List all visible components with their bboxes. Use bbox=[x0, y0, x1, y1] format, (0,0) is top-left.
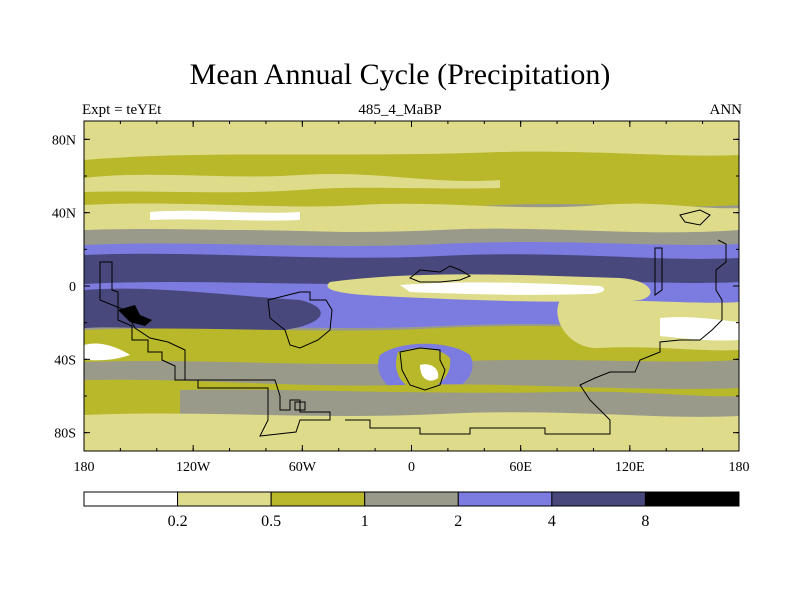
field-south-grey-tongue bbox=[180, 389, 739, 422]
field-band-40n-white bbox=[150, 210, 300, 221]
y-tick-label: 40N bbox=[52, 207, 76, 222]
x-tick-label: 0 bbox=[408, 460, 415, 475]
colorbar-label: 8 bbox=[641, 513, 649, 530]
colorbar-swatch bbox=[644, 491, 740, 507]
outline-south-continent bbox=[399, 347, 446, 391]
x-tick-label: 180 bbox=[74, 460, 95, 475]
colorbar: 0.2 0.5 1 2 4 8 bbox=[83, 491, 740, 530]
field-band-40n-light bbox=[84, 203, 739, 233]
x-tick-label: 180 bbox=[729, 460, 750, 475]
colorbar-label: 4 bbox=[548, 513, 556, 530]
season-label: ANN bbox=[709, 102, 743, 118]
field-max-blob bbox=[118, 305, 152, 326]
y-axis: 80N 40N 0 40S 80S bbox=[52, 133, 739, 442]
x-tick-label: 60W bbox=[289, 460, 317, 475]
colorbar-label: 0.2 bbox=[168, 513, 188, 530]
map-field bbox=[84, 121, 739, 451]
y-tick-label: 40S bbox=[54, 353, 76, 368]
outline-east-north bbox=[679, 209, 711, 226]
field-antarctic-yellow bbox=[84, 412, 739, 451]
colorbar-swatch bbox=[364, 491, 459, 507]
colorbar-swatch bbox=[177, 491, 272, 507]
colorbar-label: 1 bbox=[361, 513, 369, 530]
chart-title: Mean Annual Cycle (Precipitation) bbox=[189, 58, 611, 91]
run-label: 485_4_MaBP bbox=[358, 102, 442, 118]
colorbar-swatch bbox=[83, 491, 179, 507]
field-equatorial-white bbox=[400, 282, 605, 295]
outline-central-north bbox=[409, 265, 472, 283]
field-south-continent-white bbox=[420, 364, 439, 381]
y-tick-label: 80S bbox=[54, 427, 76, 442]
x-tick-label: 60E bbox=[509, 460, 532, 475]
field-band-tropical-dark bbox=[84, 253, 739, 284]
field-band-north-light bbox=[84, 173, 500, 193]
colorbar-swatch bbox=[551, 491, 646, 507]
experiment-label: Expt = teYEt bbox=[82, 102, 162, 118]
colorbar-swatch bbox=[270, 491, 366, 507]
outline-east-island bbox=[654, 247, 663, 296]
colorbar-swatch bbox=[457, 491, 553, 507]
x-axis: 180 120W 60W 0 60E 120E 180 bbox=[74, 121, 750, 475]
x-tick-label: 120W bbox=[176, 460, 211, 475]
outline-west-continent bbox=[99, 261, 331, 437]
y-tick-label: 80N bbox=[52, 133, 76, 148]
y-tick-label: 0 bbox=[69, 280, 76, 295]
outline-south-coast bbox=[345, 239, 727, 435]
colorbar-label: 0.5 bbox=[261, 513, 281, 530]
field-south-pacific-white bbox=[84, 343, 130, 361]
land-outlines bbox=[99, 209, 727, 437]
outline-south-pacific-island bbox=[294, 401, 306, 411]
x-tick-label: 120E bbox=[615, 460, 645, 475]
outline-central-continent bbox=[267, 291, 333, 349]
colorbar-label: 2 bbox=[454, 513, 462, 530]
